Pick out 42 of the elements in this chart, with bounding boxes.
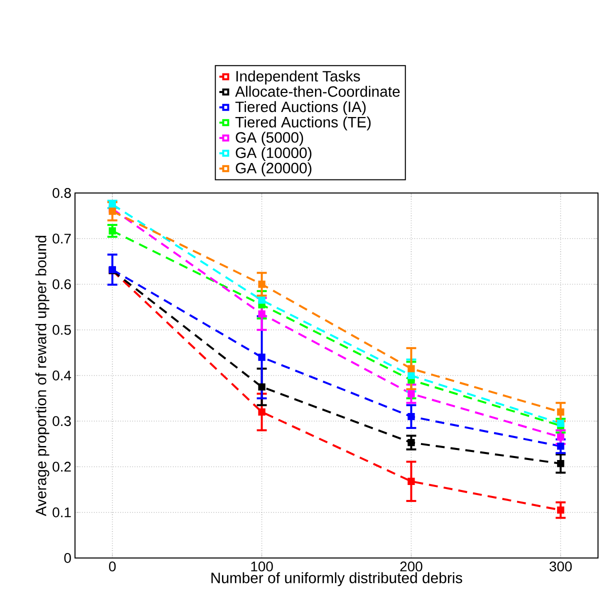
y-tick-label: 0.6 xyxy=(52,279,71,290)
point xyxy=(258,354,266,361)
y-tick-label: 0.7 xyxy=(52,234,71,244)
legend-label: GA (10000) xyxy=(236,147,312,162)
y-tick-label: 0.4 xyxy=(52,370,72,380)
point xyxy=(258,296,266,304)
legend-label: GA (20000) xyxy=(236,162,312,176)
y-tick-label: 0.5 xyxy=(52,324,71,335)
point xyxy=(408,478,415,485)
y-tick-label: 0.2 xyxy=(52,462,71,472)
point xyxy=(408,390,415,398)
y-axis-title: Average proportion of reward upper bound xyxy=(35,236,50,516)
legend-label: Tiered Auctions (IA) xyxy=(235,101,366,116)
legend-label: Independent Tasks xyxy=(236,70,360,84)
point xyxy=(258,280,266,288)
legend-label: Allocate-then-Coordinate xyxy=(235,86,400,97)
legend-label: Tiered Auctions (TE) xyxy=(235,116,371,130)
x-tick-label: 0 xyxy=(109,562,116,572)
point xyxy=(408,412,415,420)
point xyxy=(557,434,564,441)
point xyxy=(108,227,116,234)
y-tick-label: 0.8 xyxy=(52,188,71,198)
x-tick-label: 300 xyxy=(550,562,572,572)
legend-label: GA (5000) xyxy=(236,132,304,146)
point xyxy=(557,506,564,514)
y-tick-label: 0.1 xyxy=(52,507,71,518)
x-tick-label: 100 xyxy=(251,562,273,572)
point xyxy=(258,383,266,390)
point xyxy=(258,310,266,318)
point xyxy=(408,438,415,446)
point xyxy=(108,208,116,215)
x-tick-label: 200 xyxy=(400,562,422,572)
y-tick-label: 0.3 xyxy=(52,416,71,426)
point xyxy=(108,200,116,208)
point xyxy=(408,365,415,372)
point xyxy=(408,372,415,380)
point xyxy=(557,460,564,468)
point xyxy=(557,408,564,416)
point xyxy=(258,408,266,416)
y-tick-label: 0 xyxy=(64,553,71,563)
point xyxy=(557,442,564,450)
x-axis-title: Number of uniformly distributed debris xyxy=(211,572,462,586)
